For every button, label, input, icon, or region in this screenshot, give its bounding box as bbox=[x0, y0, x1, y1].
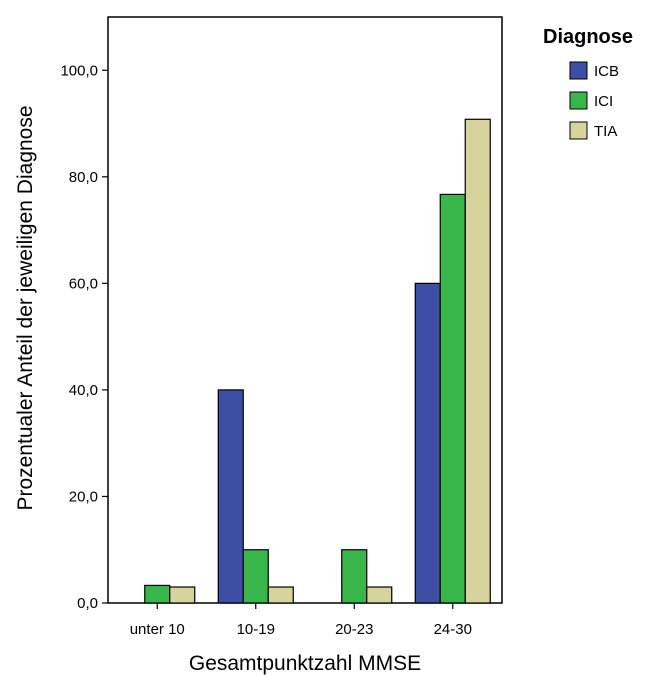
bar-tia-3 bbox=[464, 118, 491, 604]
x-tick-label: 20-23 bbox=[335, 621, 373, 638]
y-tick-label: 80,0 bbox=[69, 169, 98, 186]
legend-swatch-ici bbox=[569, 91, 588, 110]
x-axis: unter 10 10-19 20-23 24-30 bbox=[130, 603, 472, 638]
bar-icb-1 bbox=[217, 389, 244, 604]
y-tick-label: 20,0 bbox=[69, 488, 98, 505]
y-axis-title: Prozentualer Anteil der jeweiligen Diagn… bbox=[14, 105, 37, 510]
bar-ici-3 bbox=[439, 193, 466, 604]
plot-area bbox=[107, 16, 503, 604]
legend-label-ici: ICI bbox=[594, 93, 613, 110]
y-axis: 0,0 20,0 40,0 60,0 80,0 100,0 bbox=[60, 62, 108, 612]
y-tick-label: 40,0 bbox=[69, 382, 98, 399]
bar-icb-3 bbox=[414, 282, 441, 604]
x-tick-label: 24-30 bbox=[434, 621, 472, 638]
legend: Diagnose ICB ICI TIA bbox=[543, 26, 633, 140]
legend-label-tia: TIA bbox=[594, 123, 617, 140]
bar-ici-0 bbox=[144, 584, 171, 604]
x-tick-label: 10-19 bbox=[237, 621, 275, 638]
legend-swatch-tia bbox=[569, 121, 588, 140]
bar-tia-2 bbox=[366, 586, 393, 604]
y-tick-label: 100,0 bbox=[60, 62, 98, 79]
legend-swatch-icb bbox=[569, 61, 588, 80]
y-tick-label: 60,0 bbox=[69, 275, 98, 292]
bar-tia-0 bbox=[169, 586, 196, 604]
bar-ici-2 bbox=[341, 549, 368, 604]
legend-title: Diagnose bbox=[543, 26, 633, 48]
bars bbox=[144, 118, 491, 604]
y-tick-label: 0,0 bbox=[77, 595, 98, 612]
bar-ici-1 bbox=[242, 549, 269, 604]
bar-tia-1 bbox=[267, 586, 294, 604]
legend-label-icb: ICB bbox=[594, 63, 619, 80]
x-axis-title: Gesamtpunktzahl MMSE bbox=[189, 652, 421, 675]
x-tick-label: unter 10 bbox=[130, 621, 185, 638]
plot-frame bbox=[107, 16, 503, 604]
